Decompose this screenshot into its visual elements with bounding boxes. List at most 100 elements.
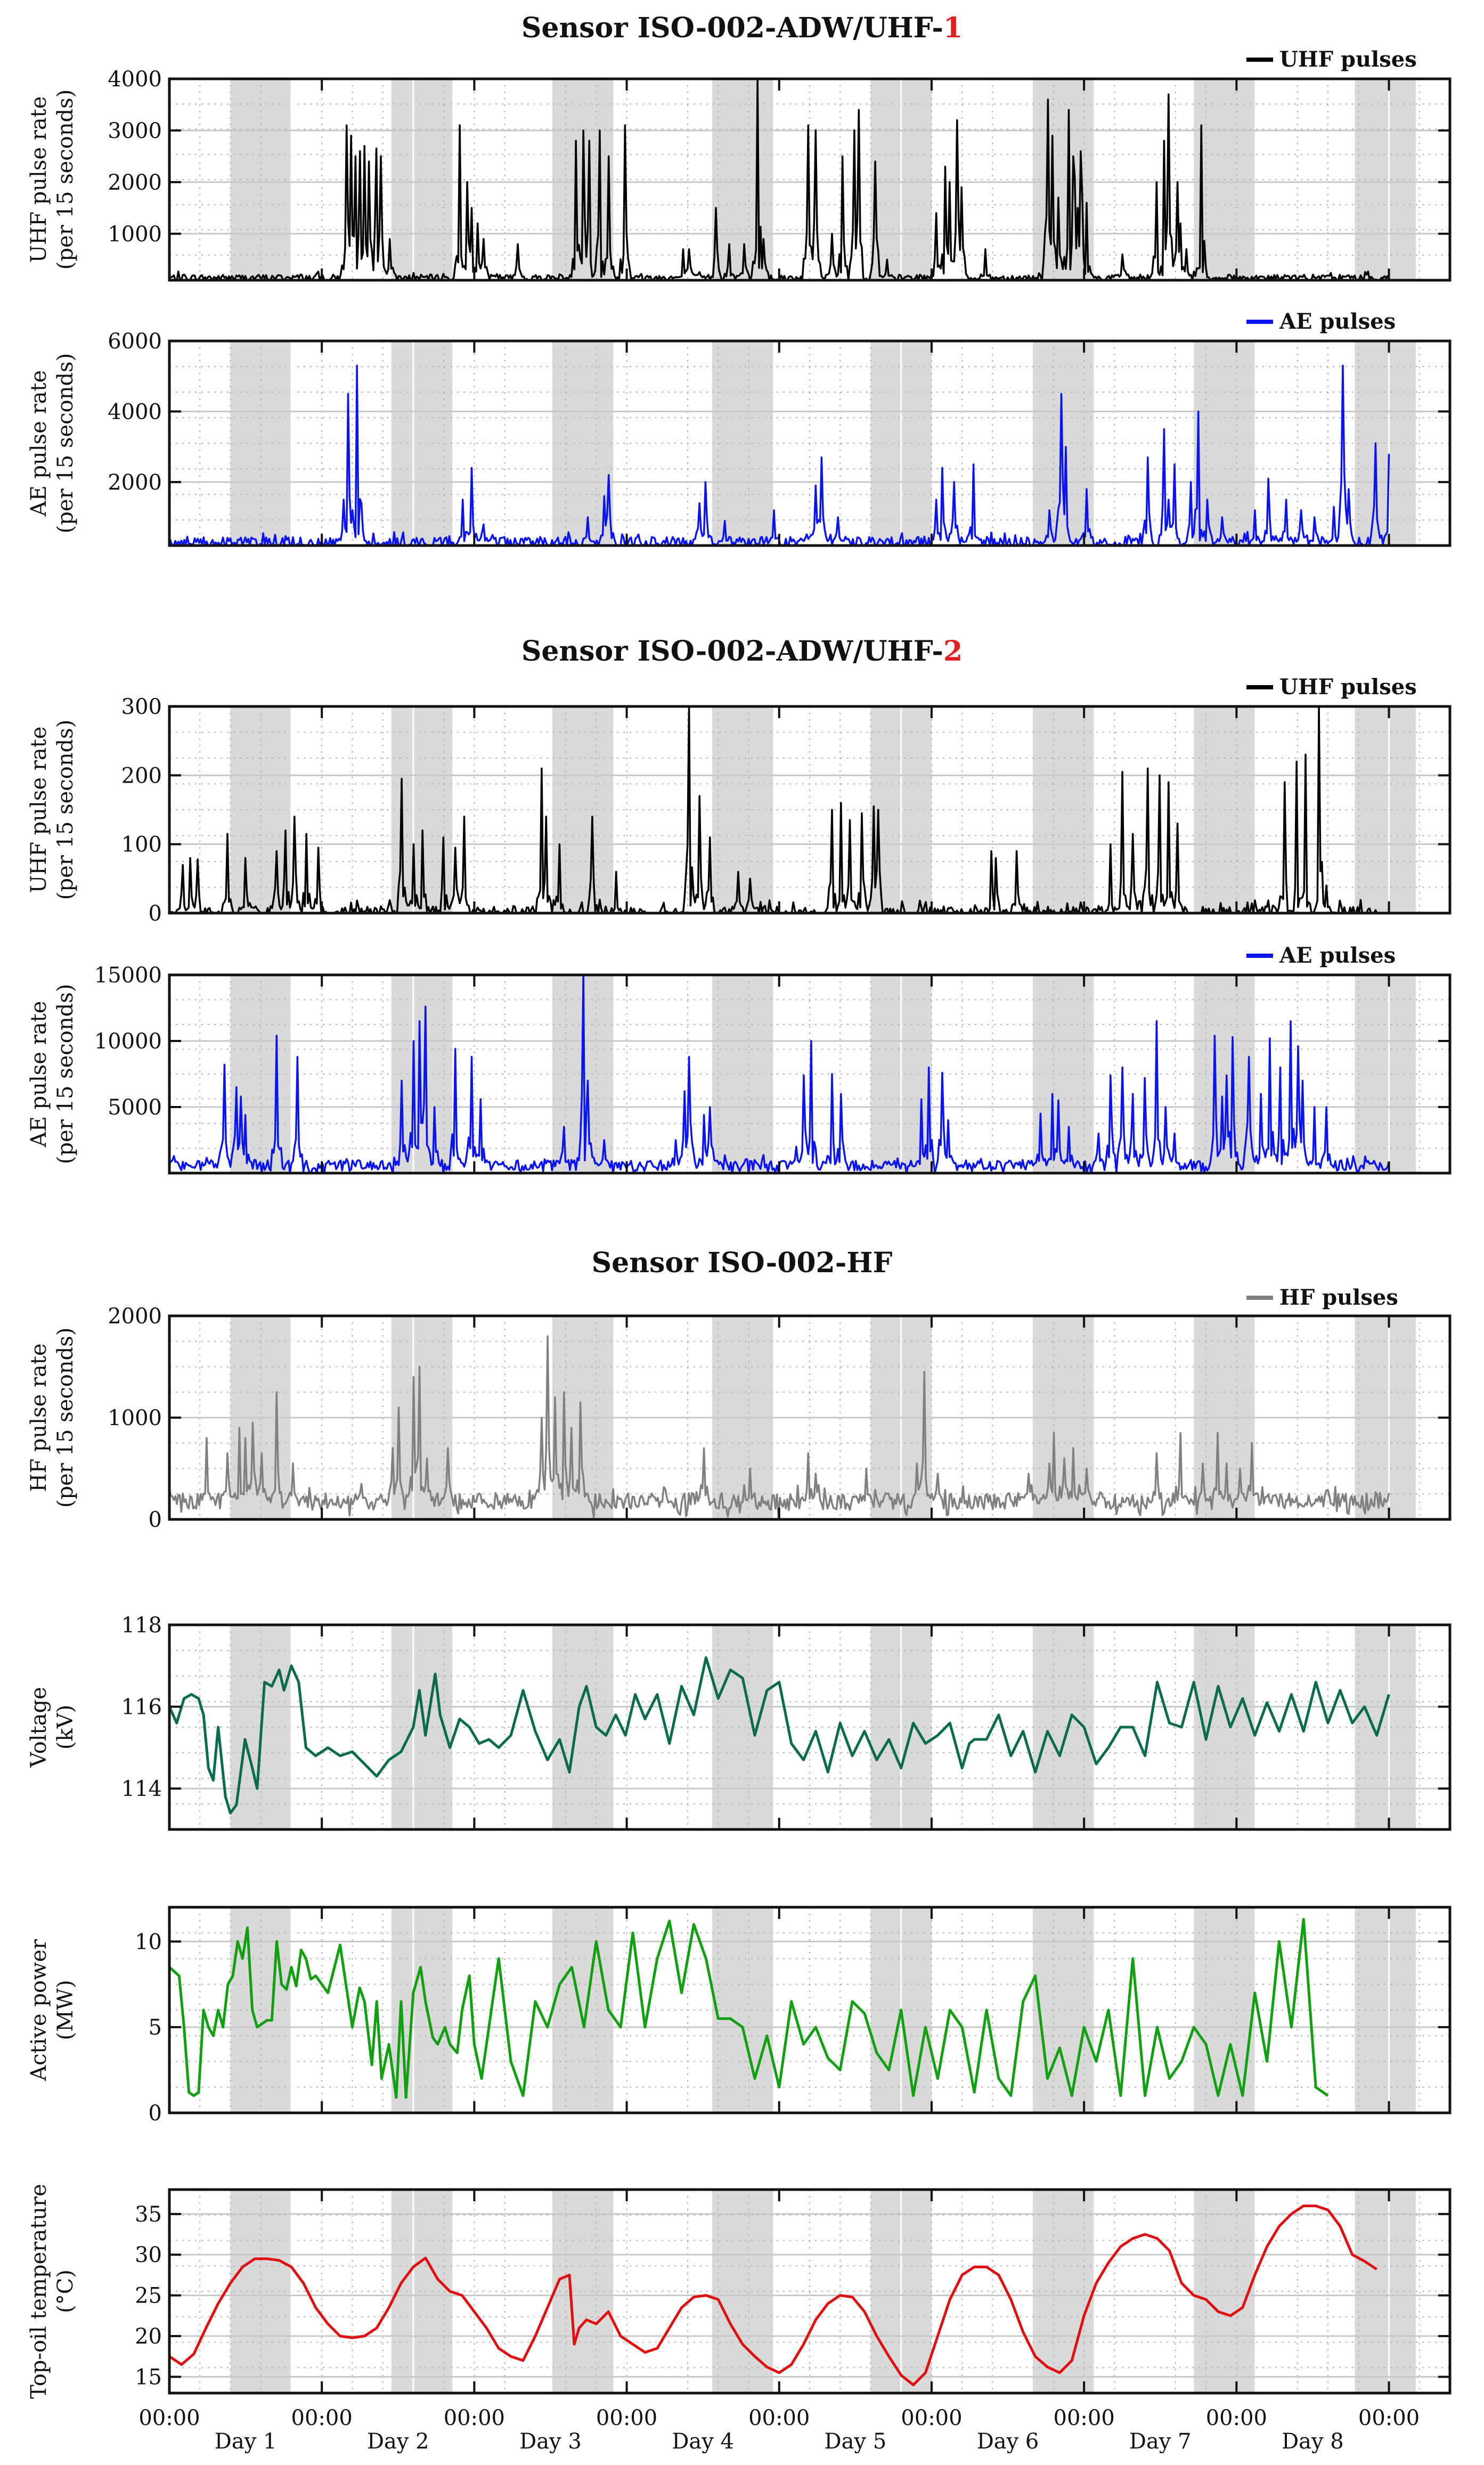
section-title-uhf1: Sensor ISO-002-ADW/UHF-1 xyxy=(521,12,963,44)
y-tick-label: 6000 xyxy=(108,329,162,354)
legend-uhf2: UHF pulses xyxy=(1246,674,1417,699)
x-time-label: 00:00 xyxy=(291,2406,353,2430)
day-shade-2 xyxy=(391,79,453,280)
x-time-label: 00:00 xyxy=(1206,2406,1267,2430)
x-time-label: 00:00 xyxy=(901,2406,962,2430)
y-axis-label: UHF pulse rate (per 15 seconds) xyxy=(27,720,78,900)
legend-ae2: AE pulses xyxy=(1246,943,1396,968)
legend-hf: HF pulses xyxy=(1246,1285,1398,1310)
day-shade-3 xyxy=(552,2190,614,2393)
day-shade-2 xyxy=(391,341,453,546)
x-day-label: Day 6 xyxy=(977,2429,1039,2454)
plot-frame xyxy=(168,705,1452,915)
y-tick-label: 10000 xyxy=(94,1029,162,1054)
panel-voltage: 114 116 118 Voltage (kV) xyxy=(27,1613,1452,1831)
grid xyxy=(168,706,1450,913)
day-shade-3 xyxy=(552,706,614,913)
section-title-hf: Sensor ISO-002-HF xyxy=(592,1247,893,1279)
panel-power: 0 5 10 Active power (MW) xyxy=(27,1906,1452,2126)
day-shade-2 xyxy=(391,975,453,1173)
y-tick-label: 20 xyxy=(135,2324,162,2349)
x-day-label: Day 8 xyxy=(1282,2429,1344,2454)
x-day-label: Day 3 xyxy=(519,2429,582,2454)
y-tick-label: 116 xyxy=(121,1695,162,1720)
plot-frame xyxy=(168,339,1452,547)
x-time-label: 00:00 xyxy=(1358,2406,1420,2430)
y-tick-label: 5000 xyxy=(108,1095,162,1120)
panel-temperature: 15 20 25 30 35 Top-oil temperature (°C) xyxy=(27,2184,1452,2399)
y-tick-label: 35 xyxy=(135,2202,162,2227)
legend-uhf1: UHF pulses xyxy=(1246,47,1417,72)
legend-label: UHF pulses xyxy=(1279,47,1417,72)
series-line-temperature xyxy=(168,2204,1377,2387)
y-tick-label: 1000 xyxy=(108,222,162,247)
legend-label: HF pulses xyxy=(1279,1285,1398,1310)
y-tick-label: 5 xyxy=(149,2015,162,2040)
y-tick-label: 118 xyxy=(121,1613,162,1638)
y-axis-label: AE pulse rate (per 15 seconds) xyxy=(27,353,78,534)
series-line-hf xyxy=(168,1335,1390,1518)
panel-uhf2: 0 100 200 300 UHF pulse rate (per 15 seconds)… xyxy=(27,674,1452,926)
x-day-label: Day 4 xyxy=(672,2429,734,2454)
x-day-label: Day 5 xyxy=(825,2429,887,2454)
legend-label: AE pulses xyxy=(1279,943,1396,968)
y-tick-label: 4000 xyxy=(108,67,162,92)
y-tick-label: 4000 xyxy=(108,400,162,424)
panel-hf: 0 1000 2000 HF pulse rate (per 15 seconds) HF… xyxy=(27,1285,1452,1532)
x-time-label: 00:00 xyxy=(444,2406,505,2430)
y-tick-label: 15 xyxy=(135,2365,162,2389)
day-shade-4 xyxy=(712,2190,773,2393)
x-day-label: Day 7 xyxy=(1129,2429,1192,2454)
y-tick-label: 30 xyxy=(135,2243,162,2267)
plot-frame xyxy=(168,1623,1452,1831)
y-tick-label: 2000 xyxy=(108,470,162,495)
series-line-power xyxy=(168,1918,1329,2099)
day-shade-2 xyxy=(391,1625,453,1829)
panel-uhf1: 1000 2000 3000 4000 UHF pulse rate (per 15 se… xyxy=(27,47,1452,282)
y-axis-label: Voltage (kV) xyxy=(27,1687,78,1768)
y-tick-label: 0 xyxy=(149,901,162,926)
y-tick-label: 25 xyxy=(135,2284,162,2308)
day-shade-1 xyxy=(230,79,291,280)
y-axis-label: HF pulse rate (per 15 seconds) xyxy=(27,1328,78,1508)
plot-frame xyxy=(168,77,1452,282)
legend-label: AE pulses xyxy=(1279,309,1396,334)
y-tick-label: 114 xyxy=(121,1777,162,1801)
grid xyxy=(168,2190,1450,2393)
y-axis-label: UHF pulse rate (per 15 seconds) xyxy=(27,90,78,270)
y-tick-label: 10 xyxy=(135,1930,162,1954)
y-axis-label: Active power (MW) xyxy=(27,1939,78,2081)
y-tick-label: 15000 xyxy=(94,963,162,988)
section-title-uhf2: Sensor ISO-002-ADW/UHF-2 xyxy=(521,635,963,668)
x-time-label: 00:00 xyxy=(138,2406,200,2430)
y-tick-label: 100 xyxy=(121,833,162,857)
day-shade-2 xyxy=(391,2190,453,2393)
x-time-label: 00:00 xyxy=(1054,2406,1115,2430)
series-line-voltage xyxy=(168,1656,1390,1815)
plot-frame xyxy=(168,973,1452,1175)
legend-label: UHF pulses xyxy=(1279,674,1417,699)
x-day-label: Day 2 xyxy=(367,2429,429,2454)
x-time-label: 00:00 xyxy=(748,2406,810,2430)
day-shade-4 xyxy=(712,1625,773,1829)
y-tick-label: 0 xyxy=(149,1508,162,1532)
panel-ae2: 5000 10000 15000 AE pulse rate (per 15 secon… xyxy=(27,943,1452,1175)
day-shade-4 xyxy=(712,706,773,913)
y-tick-label: 200 xyxy=(121,763,162,788)
y-tick-label: 300 xyxy=(121,695,162,719)
x-day-label: Day 1 xyxy=(215,2429,277,2454)
day-shade-4 xyxy=(712,341,773,546)
x-time-label: 00:00 xyxy=(596,2406,657,2430)
plot-frame xyxy=(168,1906,1452,2114)
day-shade-3 xyxy=(552,1625,614,1829)
y-tick-label: 1000 xyxy=(108,1406,162,1430)
plot-frame xyxy=(168,2188,1452,2395)
y-tick-label: 2000 xyxy=(108,1304,162,1329)
y-tick-label: 3000 xyxy=(108,119,162,143)
panel-ae1: 2000 4000 6000 AE pulse rate (per 15 seconds… xyxy=(27,309,1452,547)
day-shade-4 xyxy=(712,975,773,1173)
y-tick-label: 0 xyxy=(149,2101,162,2126)
y-axis-label: Top-oil temperature (°C) xyxy=(27,2184,78,2399)
legend-ae1: AE pulses xyxy=(1246,309,1396,334)
